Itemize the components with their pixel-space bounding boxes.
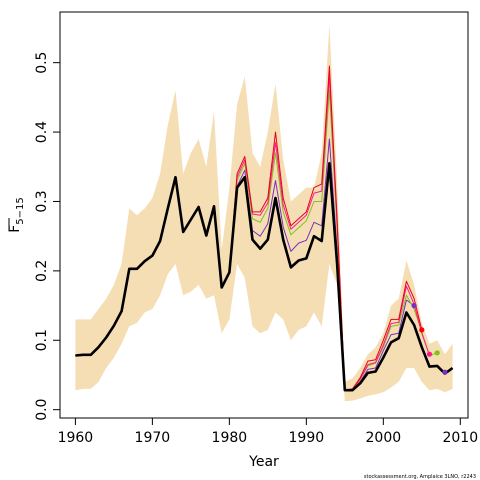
terminal-point-1 [419,327,425,333]
terminal-point-0 [411,303,417,309]
series-line-0 [75,162,454,392]
x-tick-label-0: 1960 [58,430,94,446]
y-tick-label-1: 0.1 [34,329,50,351]
y-axis: 0.0 0.1 0.2 0.3 0.4 0.5 [34,52,60,421]
x-tick-label-3: 1990 [289,430,325,446]
y-axis-title-main: F [7,225,23,233]
confidence-band [75,24,453,402]
y-tick-label-5: 0.5 [34,52,50,74]
y-tick-label-3: 0.3 [34,190,50,212]
x-tick-label-5: 2010 [442,430,478,446]
x-tick-label-2: 1980 [212,430,248,446]
plot-area [75,24,454,402]
terminal-point-4 [442,369,448,375]
svg-text:F5−15: F5−15 [7,197,26,233]
terminal-point-2 [426,351,433,357]
y-axis-title: F5−15 [7,197,26,233]
x-axis: 1960 1970 1980 1990 2000 2010 [58,418,478,446]
y-tick-label-0: 0.0 [34,399,50,421]
credit-text: stockassessment.org, Amplaice 3LNO, r224… [364,474,476,480]
y-axis-title-sub: 5−15 [15,197,26,224]
x-tick-label-4: 2000 [366,430,402,446]
x-axis-title: Year [248,454,279,470]
y-tick-label-4: 0.4 [34,121,50,143]
terminal-point-3 [434,350,440,356]
plot-frame [59,11,469,419]
y-tick-label-2: 0.2 [34,260,50,282]
x-tick-label-1: 1970 [135,430,171,446]
